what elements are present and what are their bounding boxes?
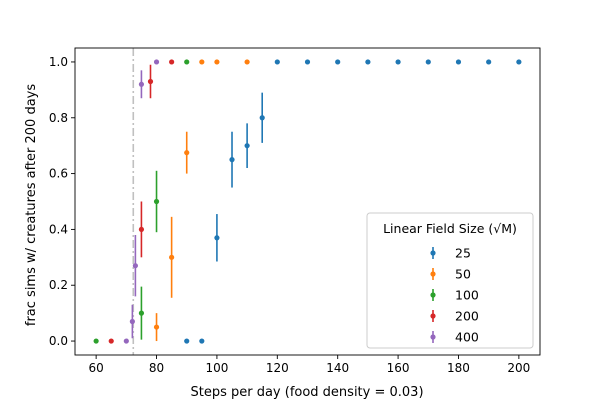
- data-point: [132, 263, 138, 269]
- data-point: [199, 338, 205, 344]
- data-point: [169, 59, 175, 65]
- series-50: [153, 59, 250, 342]
- y-axis-label: frac sims w/ creatures after 200 days: [24, 84, 39, 326]
- legend-label: 400: [455, 330, 479, 345]
- data-point: [425, 59, 431, 65]
- y-tick-label: 0.4: [49, 222, 68, 236]
- data-point: [244, 143, 250, 149]
- legend-marker: [430, 313, 436, 319]
- data-point: [129, 318, 135, 325]
- x-tick-label: 140: [326, 361, 349, 375]
- axes: 60 80 100 120 140 160 180 200 0.0 0.2 0.4 0.6 0.8 1.0: [49, 47, 541, 375]
- series-100: [93, 59, 190, 344]
- data-point: [123, 338, 129, 344]
- x-tick-label: 120: [266, 361, 289, 375]
- y-tick-label: 0.0: [49, 334, 68, 348]
- axes-frame: [74, 47, 541, 356]
- data-point: [153, 198, 160, 205]
- legend-marker: [430, 271, 436, 277]
- data-point: [108, 338, 114, 344]
- legend-label: 200: [455, 309, 479, 324]
- series-25: [184, 59, 522, 344]
- data-point: [229, 157, 235, 163]
- data-point: [138, 310, 145, 316]
- data-point: [169, 254, 175, 260]
- series-400: [123, 59, 160, 344]
- data-point: [153, 59, 160, 65]
- data-point: [516, 59, 522, 65]
- legend: Linear Field Size (√M) 25 50 100 200 400: [366, 212, 534, 349]
- data-point: [138, 81, 145, 87]
- x-tick-label: 200: [507, 361, 530, 375]
- legend-title: Linear Field Size (√M): [383, 221, 517, 236]
- plot-area: [93, 48, 522, 355]
- x-tick-label: 80: [149, 361, 164, 375]
- data-point: [184, 150, 190, 156]
- y-tick-label: 1.0: [49, 55, 68, 69]
- x-tick-label: 160: [387, 361, 410, 375]
- data-point: [184, 59, 190, 65]
- legend-label: 50: [455, 267, 471, 282]
- legend-marker: [430, 292, 436, 298]
- data-point: [274, 59, 280, 65]
- x-tick-label: 180: [447, 361, 470, 375]
- y-tick-label: 0.6: [49, 167, 68, 181]
- legend-label: 25: [455, 246, 471, 261]
- series-200: [108, 59, 175, 344]
- x-tick-label: 60: [88, 361, 103, 375]
- data-point: [304, 59, 311, 65]
- data-point: [199, 59, 205, 65]
- data-point: [184, 338, 190, 344]
- y-tick-label: 0.2: [49, 278, 68, 292]
- data-point: [455, 59, 462, 65]
- x-tick-label: 100: [205, 361, 228, 375]
- y-tick-label: 0.8: [49, 111, 68, 125]
- data-point: [486, 59, 492, 65]
- legend-box: [366, 212, 534, 349]
- data-point: [147, 78, 154, 85]
- data-point: [395, 59, 401, 65]
- data-point: [335, 59, 341, 65]
- data-point: [138, 226, 145, 233]
- legend-marker: [430, 334, 436, 340]
- data-point: [244, 59, 250, 65]
- x-axis-label: Steps per day (food density = 0.03): [190, 385, 423, 400]
- data-point: [153, 324, 160, 330]
- data-point: [214, 59, 220, 65]
- legend-label: 100: [455, 288, 479, 303]
- data-point: [93, 338, 99, 344]
- data-point: [365, 59, 371, 65]
- legend-marker: [430, 250, 436, 256]
- data-point: [214, 235, 220, 241]
- data-point: [259, 115, 265, 121]
